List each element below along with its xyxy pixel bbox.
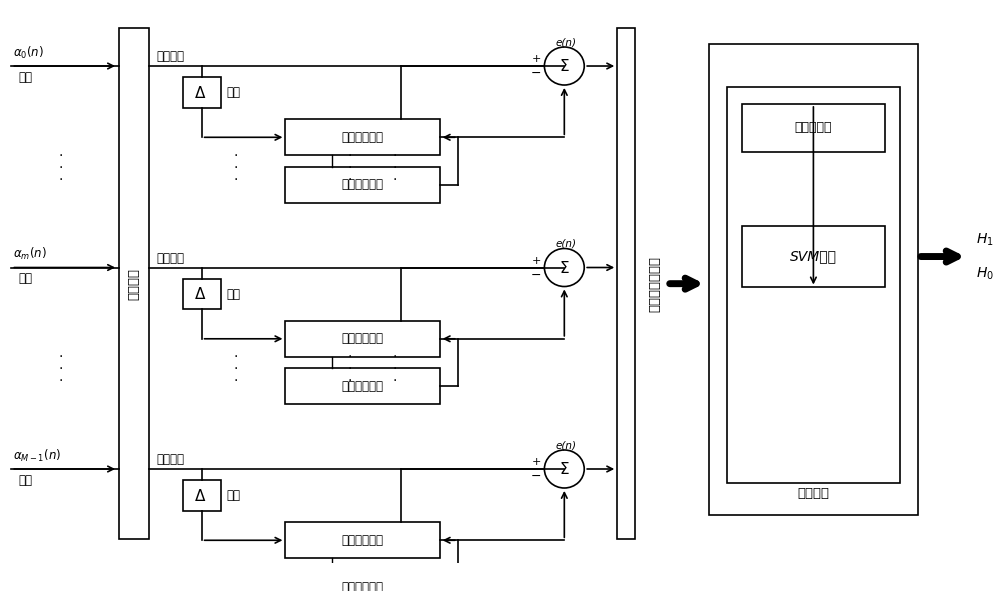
Text: −: −: [531, 470, 541, 483]
Bar: [285, 368, 440, 404]
Bar: [183, 480, 221, 511]
Text: 自适应滤波器: 自适应滤波器: [342, 332, 384, 345]
Text: 阵元: 阵元: [18, 272, 32, 285]
Text: ·
·
·: · · ·: [233, 350, 238, 388]
Text: $\alpha_0(n)$: $\alpha_0(n)$: [13, 45, 44, 61]
Text: 稀疏驱动算法: 稀疏驱动算法: [342, 380, 384, 393]
Text: 波束信号: 波束信号: [157, 453, 185, 466]
Text: 训练数据集: 训练数据集: [795, 121, 832, 134]
Text: 波束信号: 波束信号: [157, 50, 185, 63]
Text: $\Sigma$: $\Sigma$: [559, 58, 570, 74]
Text: 阵元: 阵元: [18, 71, 32, 84]
Bar: [709, 44, 918, 515]
Text: ·
·
·: · · ·: [348, 350, 352, 388]
Text: 训练阶段: 训练阶段: [797, 487, 829, 500]
Text: +: +: [532, 54, 541, 64]
Text: 声谱燵特征提取: 声谱燵特征提取: [648, 256, 661, 311]
Text: $\Delta$: $\Delta$: [194, 286, 206, 302]
Bar: [742, 104, 885, 151]
Text: $H_0$: $H_0$: [976, 265, 994, 282]
Text: ·
·
·: · · ·: [393, 149, 397, 187]
Text: 时延: 时延: [227, 489, 241, 502]
Text: +: +: [532, 256, 541, 266]
Text: $\Delta$: $\Delta$: [194, 488, 206, 504]
Text: ·
·
·: · · ·: [59, 350, 63, 388]
Bar: [742, 226, 885, 287]
Text: $\Sigma$: $\Sigma$: [559, 259, 570, 275]
Text: 阵元: 阵元: [18, 474, 32, 487]
Bar: [119, 28, 149, 540]
Text: $\Sigma$: $\Sigma$: [559, 461, 570, 477]
Text: 稀疏驱动算法: 稀疏驱动算法: [342, 178, 384, 191]
Text: −: −: [531, 67, 541, 80]
Text: 波束形成: 波束形成: [127, 268, 140, 300]
Text: 稀疏驱动算法: 稀疏驱动算法: [342, 582, 384, 591]
Text: 自适应滤波器: 自适应滤波器: [342, 534, 384, 547]
Text: 时延: 时延: [227, 86, 241, 99]
Text: SVM模块: SVM模块: [790, 249, 837, 264]
Text: ·
·
·: · · ·: [59, 149, 63, 187]
Bar: [285, 321, 440, 357]
Text: 时延: 时延: [227, 288, 241, 301]
Text: −: −: [531, 269, 541, 282]
Bar: [727, 87, 900, 483]
Text: $\alpha_m(n)$: $\alpha_m(n)$: [13, 246, 47, 262]
Bar: [183, 279, 221, 309]
Text: e(n): e(n): [556, 37, 577, 47]
Bar: [285, 167, 440, 203]
Text: $\alpha_{M-1}(n)$: $\alpha_{M-1}(n)$: [13, 447, 62, 464]
Text: ·
·
·: · · ·: [393, 350, 397, 388]
Text: e(n): e(n): [556, 239, 577, 249]
Text: 波束信号: 波束信号: [157, 252, 185, 265]
Text: ·
·
·: · · ·: [348, 149, 352, 187]
Bar: [183, 77, 221, 108]
Text: ·
·
·: · · ·: [233, 149, 238, 187]
Bar: [285, 570, 440, 591]
Bar: [285, 522, 440, 558]
Bar: [285, 119, 440, 155]
Text: e(n): e(n): [556, 440, 577, 450]
Text: $H_1$: $H_1$: [976, 231, 993, 248]
Text: $\Delta$: $\Delta$: [194, 85, 206, 100]
Text: 自适应滤波器: 自适应滤波器: [342, 131, 384, 144]
Bar: [617, 28, 635, 540]
Text: +: +: [532, 457, 541, 467]
